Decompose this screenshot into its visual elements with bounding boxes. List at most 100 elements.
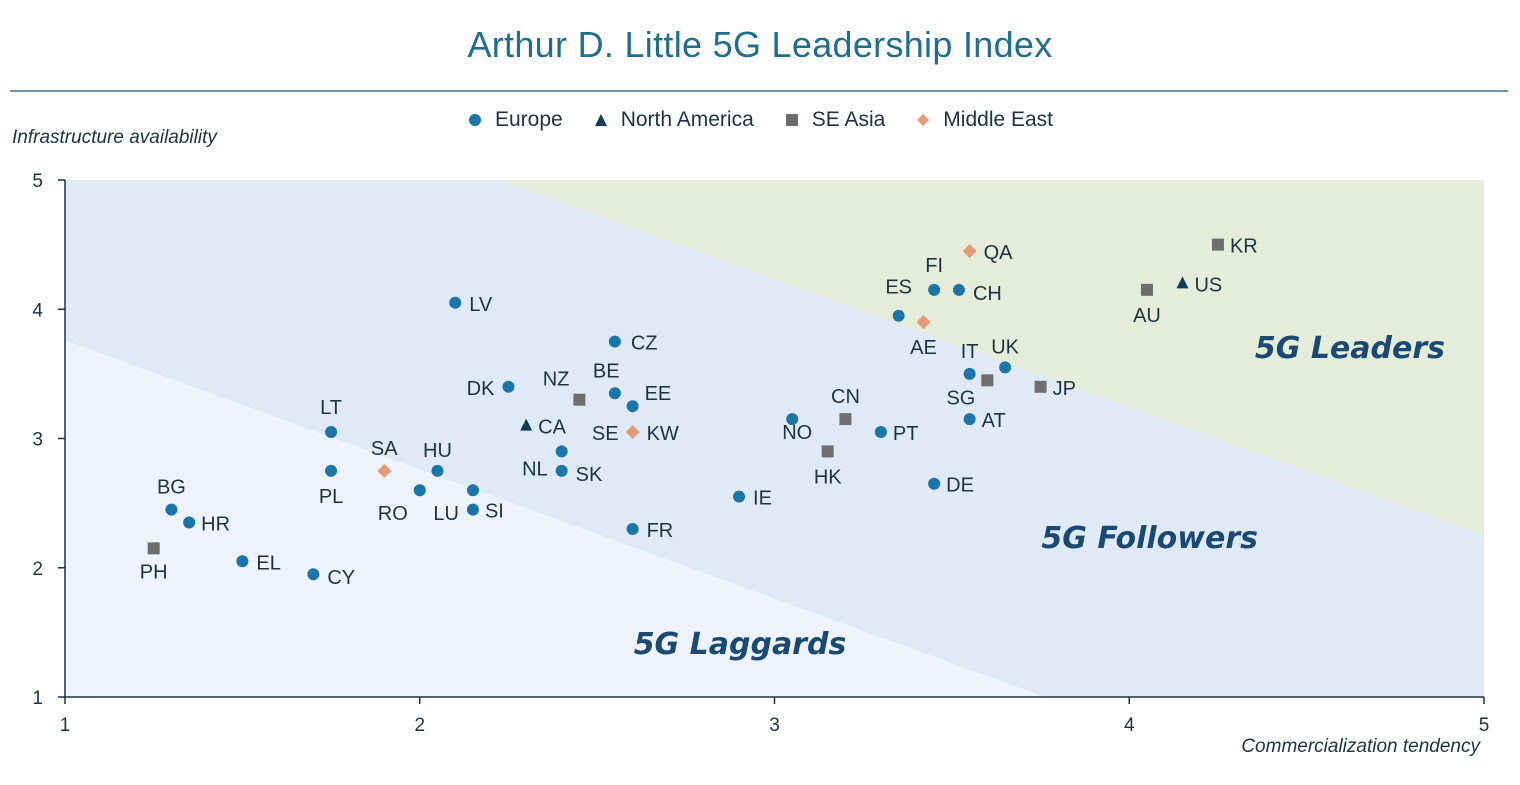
point-sa-marker: [377, 463, 392, 478]
x-tick-label: 3: [769, 715, 780, 736]
point-nz-marker: [573, 393, 586, 406]
region-label-laggards: 5G Laggards: [634, 627, 847, 662]
point-lt-marker: [325, 426, 338, 439]
point-si-marker: [466, 503, 479, 516]
point-kr-label: KR: [1230, 236, 1258, 258]
y-tick-label: 2: [32, 559, 43, 580]
point-sg-marker: [981, 374, 994, 387]
point-kr-marker: [1211, 238, 1224, 251]
point-fr-marker: [626, 522, 639, 535]
point-ae-label: AE: [910, 337, 937, 359]
point-nl-label: NL: [522, 458, 548, 480]
point-ee-label: EE: [645, 383, 672, 405]
point-hu-marker: [431, 464, 444, 477]
point-es-marker: [892, 309, 905, 322]
point-de-label: DE: [946, 475, 974, 497]
point-ca-marker: [520, 418, 533, 431]
diamond-marker-icon: [917, 114, 930, 126]
point-ee-marker: [626, 400, 639, 413]
point-sg-label: SG: [946, 387, 975, 409]
point-ch-marker: [952, 283, 965, 296]
point-at-label: AT: [982, 410, 1006, 432]
x-tick-label: 1: [60, 715, 71, 736]
x-tick-label: 5: [1479, 715, 1490, 736]
point-cy-label: CY: [327, 567, 355, 589]
point-uk-label: UK: [991, 336, 1019, 358]
point-it-marker: [963, 367, 976, 380]
point-hk-label: HK: [814, 466, 842, 488]
legend-item-middle-east: Middle East: [915, 108, 1053, 132]
point-hk-marker: [821, 445, 834, 458]
x-axis-label: Commercialization tendency: [1241, 736, 1480, 757]
point-se-kw-label: SE KW: [592, 423, 679, 445]
point-ch-label: CH: [973, 283, 1002, 305]
point-nl-marker: [555, 445, 568, 458]
chart-title: Arthur D. Little 5G Leadership Index: [467, 24, 1053, 65]
point-pl-label: PL: [319, 486, 343, 508]
point-lu-label: LU: [433, 503, 459, 525]
legend-item-se-asia: SE Asia: [784, 108, 886, 132]
point-cy-marker: [307, 568, 320, 581]
legend-label-north-america: North America: [620, 108, 754, 131]
region-label-followers: 5G Followers: [1041, 521, 1258, 556]
region-label-leaders: 5G Leaders: [1255, 331, 1445, 366]
point-de-marker: [928, 477, 941, 490]
point-lu-marker: [466, 484, 479, 497]
x-tick-label: 4: [1124, 715, 1135, 736]
point-jp-label: JP: [1053, 378, 1076, 400]
point-it-label: IT: [961, 341, 979, 363]
y-tick-label: 5: [32, 171, 43, 192]
point-be-marker: [608, 387, 621, 400]
point-fi-marker: [928, 283, 941, 296]
point-jp-marker: [1034, 380, 1047, 393]
point-sk-label: SK: [576, 464, 603, 486]
leaders-zone: [500, 180, 1484, 535]
legend-label-se-asia: SE Asia: [811, 108, 886, 131]
point-no-marker: [786, 413, 799, 426]
point-sk-marker: [555, 464, 568, 477]
point-bg-label: BG: [157, 477, 186, 499]
legend-item-north-america: North America: [593, 108, 754, 132]
point-be-label: BE: [593, 360, 620, 382]
point-lt-label: LT: [320, 397, 342, 419]
data-points: LV CZ DK BE EE NL SK LT PL HU RO LU SI BG HR EL CY FR IE NO…: [140, 236, 1258, 590]
title-divider: [10, 90, 1508, 92]
point-dk-marker: [502, 380, 515, 393]
point-cn-marker: [839, 413, 852, 426]
point-us-marker: [1176, 276, 1189, 289]
point-uk-marker: [999, 361, 1012, 374]
circle-marker-icon: [468, 114, 481, 126]
axes-layer: 1 2 3 4 5 1 2 3 4 5: [32, 171, 1489, 736]
point-ie-label: IE: [753, 488, 772, 510]
point-pl-marker: [325, 464, 338, 477]
point-qa-label: QA: [984, 242, 1014, 264]
square-marker-icon: [785, 114, 798, 126]
point-el-marker: [236, 555, 249, 568]
point-us-label: US: [1194, 274, 1222, 296]
region-labels: 5G Leaders 5G Followers 5G Laggards: [634, 331, 1445, 662]
y-tick-label: 1: [32, 688, 43, 709]
point-ph-marker: [147, 542, 160, 555]
point-hr-marker: [183, 516, 196, 529]
point-au-marker: [1140, 283, 1153, 296]
point-fr-label: FR: [647, 520, 674, 542]
point-lv-label: LV: [469, 294, 493, 316]
point-hu-label: HU: [423, 440, 452, 462]
point-lv-marker: [449, 296, 462, 309]
y-tick-label: 3: [32, 430, 43, 451]
x-tick-label: 2: [414, 715, 425, 736]
point-se-kw-marker: [625, 425, 640, 440]
point-no-label: NO: [782, 422, 812, 444]
y-axis-label: Infrastructure availability: [12, 127, 217, 148]
point-pt-marker: [874, 426, 887, 439]
point-cn-label: CN: [831, 386, 860, 408]
point-nz-label: NZ: [543, 369, 570, 391]
legend-label-middle-east: Middle East: [943, 108, 1054, 131]
point-dk-label: DK: [467, 378, 495, 400]
legend-label-europe: Europe: [494, 108, 563, 131]
point-si-label: SI: [485, 501, 504, 523]
point-au-label: AU: [1133, 305, 1161, 327]
point-ca-label: CA: [538, 417, 566, 439]
point-bg-marker: [165, 503, 178, 516]
